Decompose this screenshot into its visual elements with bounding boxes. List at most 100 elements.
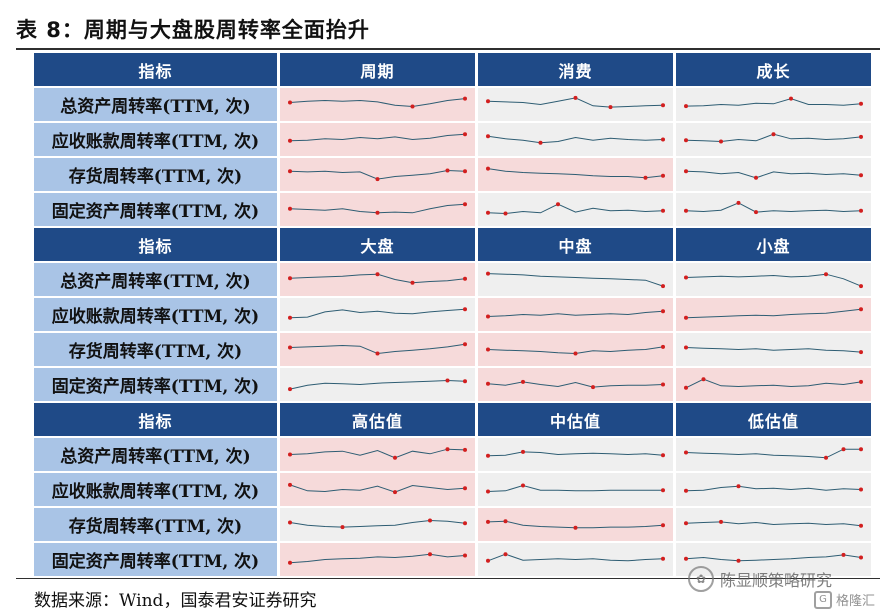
sparkline — [486, 202, 665, 216]
top-rule — [16, 48, 880, 50]
sparkline-marker — [754, 210, 758, 215]
sparkline-marker — [288, 100, 292, 105]
sparkline-marker — [859, 307, 863, 312]
sparkline-marker — [463, 132, 467, 137]
sparkline-marker — [684, 315, 688, 320]
sparkline-marker — [859, 134, 863, 139]
sparkline-marker — [684, 275, 688, 280]
row-label: 总资产周转率(TTM, 次) — [34, 438, 277, 471]
sparkline-marker — [684, 450, 688, 455]
row-label: 总资产周转率(TTM, 次) — [34, 263, 277, 296]
sparkline-path — [289, 308, 466, 319]
sparkline-marker — [859, 523, 863, 528]
sparkline-path — [685, 521, 862, 527]
sparkline-path — [487, 381, 664, 388]
sparkline-marker — [375, 177, 380, 182]
sparkline-marker — [521, 379, 525, 384]
sparkline-marker — [719, 519, 723, 524]
sparkline-marker — [445, 378, 450, 383]
sparkline-marker — [288, 345, 292, 350]
sparkline — [684, 132, 863, 144]
row-label: 应收账款周转率(TTM, 次) — [34, 473, 277, 506]
sparkline-marker — [684, 488, 688, 493]
sparkline-marker — [463, 521, 467, 526]
sparkline-marker — [661, 453, 665, 458]
header-indicator: 指标 — [34, 228, 277, 261]
header-indicator: 指标 — [34, 403, 277, 436]
glh-logo-icon: G — [814, 590, 832, 609]
sparkline-cell — [478, 158, 673, 191]
sparkline-marker — [288, 276, 292, 281]
sparkline — [684, 447, 863, 460]
sparkline-marker — [736, 558, 741, 563]
sparkline-marker — [486, 134, 490, 139]
sparkline-marker — [701, 377, 706, 382]
sparkline — [486, 344, 665, 356]
sparkline-marker — [486, 453, 490, 458]
sparkline-cell — [676, 438, 871, 471]
sparkline-marker — [375, 210, 380, 215]
sparkline-path — [685, 170, 862, 179]
sparkline-marker — [573, 525, 578, 530]
sparkline-path — [685, 485, 862, 492]
sparkline-cell — [478, 298, 673, 331]
sparkline-marker — [463, 342, 467, 347]
sparkline-marker — [288, 387, 292, 392]
sparkline — [288, 447, 467, 460]
sparkline — [486, 519, 665, 530]
sparkline-path — [487, 168, 664, 179]
sparkline-cell — [676, 473, 871, 506]
sparkline-marker — [428, 552, 432, 557]
bottom-rule — [16, 578, 880, 579]
sparkline-marker — [684, 208, 688, 213]
sparkline — [288, 272, 467, 285]
sparkline-marker — [661, 523, 665, 528]
sparkline-marker — [643, 175, 648, 180]
sparkline-cell — [478, 438, 673, 471]
sparkline-path — [487, 135, 664, 144]
sparkline-cell — [478, 333, 673, 366]
sparkline — [486, 95, 665, 110]
header-indicator: 指标 — [34, 53, 277, 86]
sparkline-marker — [684, 345, 688, 350]
sparkline-marker — [591, 385, 595, 390]
row-label: 固定资产周转率(TTM, 次) — [34, 193, 277, 226]
sparkline-cell — [478, 368, 673, 401]
sparkline-marker — [503, 211, 508, 216]
sparkline — [684, 552, 863, 563]
sparkline-path — [289, 133, 466, 142]
sparkline — [288, 342, 467, 356]
sparkline — [288, 482, 467, 495]
sparkline-marker — [538, 140, 543, 145]
sparkline-marker — [573, 351, 578, 356]
sparkline-cell — [280, 368, 475, 401]
sparkline-marker — [771, 132, 776, 137]
sparkline-path — [289, 379, 466, 390]
sparkline-marker — [684, 521, 688, 526]
table-title: 表 8：周期与大盘股周转率全面抬升 — [16, 18, 370, 42]
sparkline-marker — [661, 103, 665, 108]
sparkline-marker — [521, 449, 525, 454]
sparkline-marker — [288, 520, 292, 525]
sparkline-marker — [661, 309, 665, 314]
sparkline-marker — [661, 556, 665, 561]
sparkline-marker — [859, 173, 863, 178]
sparkline-marker — [463, 553, 467, 558]
sparkline-cell — [280, 333, 475, 366]
sparkline-path — [685, 98, 862, 107]
sparkline-marker — [445, 168, 450, 173]
sparkline-marker — [736, 484, 741, 489]
sparkline-path — [487, 273, 664, 287]
sparkline-marker — [463, 307, 467, 312]
watermark: ✿ 陈显顺策略研究 — [688, 566, 832, 592]
sparkline-path — [487, 203, 664, 215]
sparkline-marker — [428, 518, 432, 523]
sparkline-marker — [824, 455, 828, 460]
sparkline-path — [685, 347, 862, 353]
sparkline-cell — [676, 88, 871, 121]
sparkline-cell — [478, 123, 673, 156]
sparkline — [684, 307, 863, 320]
sparkline — [684, 519, 863, 528]
sparkline-marker — [463, 276, 467, 281]
source-note: 数据来源：Wind，国泰君安证券研究 — [34, 591, 317, 611]
